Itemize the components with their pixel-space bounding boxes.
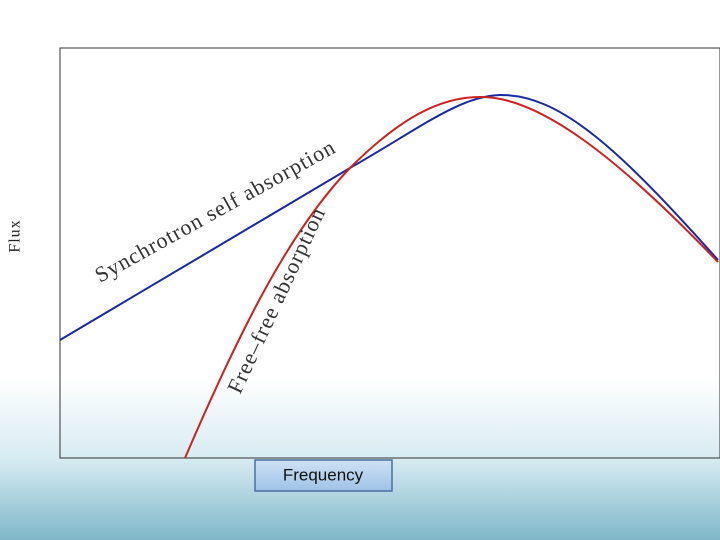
free-free-curve bbox=[184, 95, 719, 459]
y-axis-label: Flux bbox=[7, 219, 24, 252]
synchrotron-curve bbox=[59, 93, 719, 341]
x-axis-label: Frequency bbox=[283, 465, 364, 484]
x-axis-label-box bbox=[254, 459, 393, 492]
plot-frame bbox=[59, 47, 720, 459]
